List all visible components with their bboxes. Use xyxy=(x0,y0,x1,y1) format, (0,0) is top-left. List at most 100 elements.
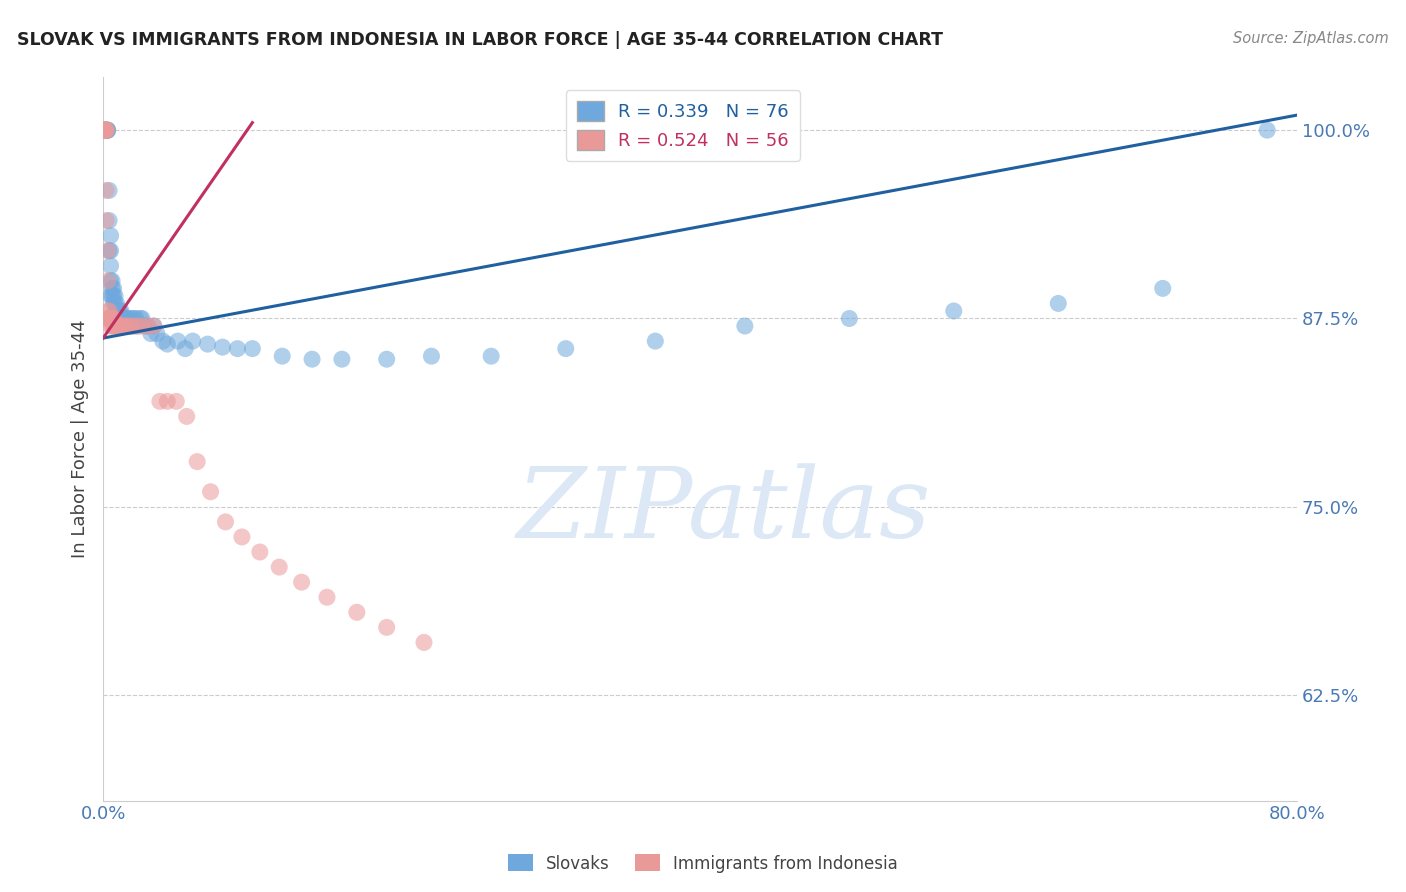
Point xyxy=(316,591,339,605)
Point xyxy=(94,183,117,197)
Point xyxy=(139,326,162,341)
Point xyxy=(110,311,132,326)
Point xyxy=(105,311,128,326)
Point xyxy=(98,311,121,326)
Point xyxy=(118,311,141,326)
Point xyxy=(146,326,169,341)
Point xyxy=(103,281,125,295)
Point xyxy=(103,289,125,303)
Point xyxy=(93,123,115,137)
Point xyxy=(103,319,125,334)
Point xyxy=(186,455,208,469)
Point xyxy=(114,311,136,326)
Point xyxy=(98,304,121,318)
Point xyxy=(93,123,115,137)
Point xyxy=(838,311,860,326)
Point xyxy=(94,213,117,227)
Point xyxy=(214,515,236,529)
Point xyxy=(100,228,122,243)
Point xyxy=(200,484,222,499)
Point xyxy=(93,123,115,137)
Point xyxy=(149,394,172,409)
Point xyxy=(240,342,263,356)
Point xyxy=(104,289,127,303)
Point xyxy=(346,605,368,619)
Point xyxy=(1152,281,1174,295)
Point xyxy=(111,319,134,334)
Point xyxy=(127,319,149,334)
Point xyxy=(152,334,174,348)
Point xyxy=(100,311,122,326)
Point xyxy=(105,304,128,318)
Point xyxy=(181,334,204,348)
Legend: R = 0.339   N = 76, R = 0.524   N = 56: R = 0.339 N = 76, R = 0.524 N = 56 xyxy=(565,90,800,161)
Point xyxy=(114,319,136,334)
Point xyxy=(100,274,122,288)
Point xyxy=(97,244,120,258)
Point xyxy=(98,183,121,197)
Point xyxy=(131,319,153,334)
Point xyxy=(97,123,120,137)
Point xyxy=(117,319,139,334)
Point xyxy=(127,319,149,334)
Text: Source: ZipAtlas.com: Source: ZipAtlas.com xyxy=(1233,31,1389,46)
Point xyxy=(110,319,132,334)
Point xyxy=(176,409,198,424)
Point xyxy=(103,311,125,326)
Point xyxy=(129,311,152,326)
Point xyxy=(107,311,129,326)
Point xyxy=(110,304,132,318)
Point xyxy=(269,560,291,574)
Point xyxy=(97,274,120,288)
Text: SLOVAK VS IMMIGRANTS FROM INDONESIA IN LABOR FORCE | AGE 35-44 CORRELATION CHART: SLOVAK VS IMMIGRANTS FROM INDONESIA IN L… xyxy=(17,31,943,49)
Point xyxy=(101,311,124,326)
Point xyxy=(94,123,117,137)
Point xyxy=(94,123,117,137)
Point xyxy=(105,296,128,310)
Point xyxy=(94,123,117,137)
Point xyxy=(97,311,120,326)
Point xyxy=(98,213,121,227)
Point xyxy=(101,281,124,295)
Point xyxy=(98,311,121,326)
Point xyxy=(644,334,666,348)
Point xyxy=(1047,296,1070,310)
Point xyxy=(111,311,134,326)
Point xyxy=(108,304,131,318)
Point xyxy=(112,311,135,326)
Point xyxy=(115,311,138,326)
Point xyxy=(136,319,159,334)
Point xyxy=(94,123,117,137)
Point xyxy=(136,319,159,334)
Point xyxy=(125,311,148,326)
Point xyxy=(115,319,138,334)
Point xyxy=(93,123,115,137)
Point xyxy=(105,319,128,334)
Point xyxy=(942,304,965,318)
Point xyxy=(101,311,124,326)
Point xyxy=(100,311,122,326)
Point xyxy=(226,342,249,356)
Point xyxy=(97,304,120,318)
Point xyxy=(93,123,115,137)
Point xyxy=(97,123,120,137)
Point xyxy=(291,575,314,590)
Point xyxy=(134,319,156,334)
Point xyxy=(107,319,129,334)
Point xyxy=(301,352,323,367)
Point xyxy=(156,394,179,409)
Point xyxy=(108,311,131,326)
Point xyxy=(98,311,121,326)
Point xyxy=(122,319,145,334)
Point xyxy=(1256,123,1278,137)
Point xyxy=(249,545,271,559)
Point xyxy=(124,311,146,326)
Point xyxy=(97,123,120,137)
Point xyxy=(108,319,131,334)
Point xyxy=(330,352,353,367)
Point xyxy=(104,319,127,334)
Point xyxy=(104,296,127,310)
Point xyxy=(100,319,122,334)
Point xyxy=(375,352,398,367)
Point xyxy=(122,319,145,334)
